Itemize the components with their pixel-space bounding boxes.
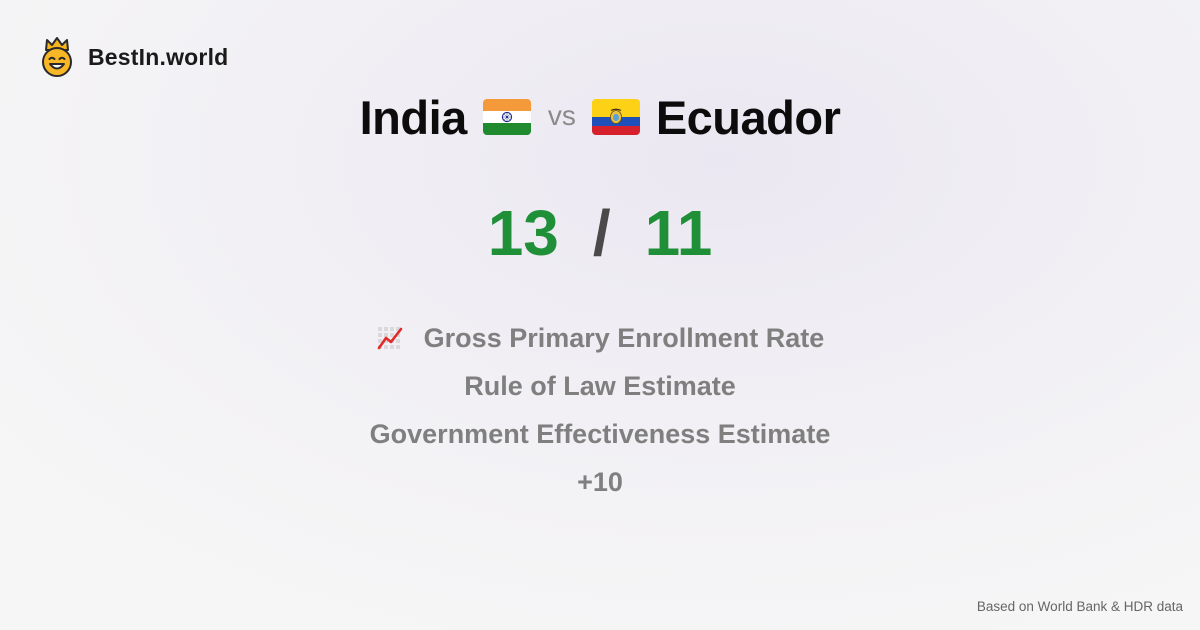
data-source-note: Based on World Bank & HDR data [976, 599, 1183, 614]
more-metrics-count: +10 [577, 458, 623, 506]
right-country-name: Ecuador [655, 90, 841, 144]
crowned-smiley-icon [42, 37, 72, 77]
metric-item: Government Effectiveness Estimate [370, 410, 831, 458]
score-separator: / [592, 197, 611, 269]
chart-increasing-icon [377, 327, 402, 350]
brand-name: BestIn.world [88, 43, 229, 70]
ecuador-flag-icon [591, 99, 640, 135]
metric-list: Gross Primary Enrollment Rate Rule of La… [0, 314, 1200, 506]
vs-label: vs [547, 100, 576, 131]
score-row: 13 / 11 [0, 196, 1200, 270]
comparison-title: India vs Ecuador [0, 86, 1200, 148]
more-label: +10 [577, 467, 623, 497]
brand[interactable]: BestIn.world [38, 36, 228, 78]
metric-item: Rule of Law Estimate [464, 362, 736, 410]
india-flag-icon [482, 99, 531, 135]
metric-label: Rule of Law Estimate [464, 371, 736, 401]
left-score: 13 [487, 197, 559, 269]
left-country-name: India [359, 90, 468, 144]
metric-label: Government Effectiveness Estimate [369, 419, 831, 449]
metric-item: Gross Primary Enrollment Rate [376, 314, 825, 362]
metric-label: Gross Primary Enrollment Rate [423, 323, 825, 353]
right-score: 11 [644, 197, 713, 269]
